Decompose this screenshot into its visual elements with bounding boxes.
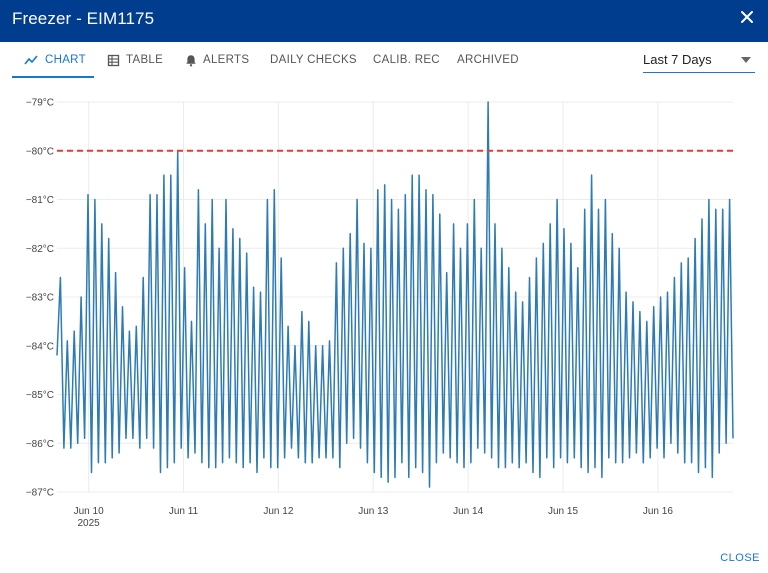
tab-label: DAILY CHECKS [270,54,357,66]
y-tick-label: −86°C [26,439,54,450]
chart-line-icon [24,55,38,65]
tab-table[interactable]: TABLE [107,42,163,78]
y-tick-label: −85°C [26,390,54,401]
x-tick-label: Jun 16 [643,506,673,517]
tab-archived[interactable]: ARCHIVED [457,42,519,78]
date-range-value: Last 7 Days [643,52,712,67]
x-tick-label: Jun 15 [548,506,578,517]
y-tick-label: −82°C [26,244,54,255]
y-tick-label: −84°C [26,341,54,352]
tab-label: ALERTS [203,54,250,66]
date-range-select[interactable]: Last 7 Days [643,50,755,73]
bell-icon [186,54,196,66]
y-tick-label: −80°C [26,146,54,157]
title-bar: Freezer - EIM1175 [0,0,768,42]
tab-label: TABLE [126,54,164,66]
y-tick-label: −81°C [26,195,54,206]
active-tab-indicator [12,76,94,78]
x-tick-label: Jun 10 [74,506,104,517]
tab-chart[interactable]: CHART [24,42,86,78]
table-icon [107,54,120,66]
y-tick-label: −83°C [26,293,54,304]
tab-alerts[interactable]: ALERTS [185,42,249,78]
x-tick-label: Jun 14 [453,506,483,517]
temperature-series-line [56,101,734,488]
close-button[interactable]: CLOSE [720,552,760,564]
tab-label: CALIB. REC [373,54,440,66]
tab-label: CHART [45,54,86,66]
x-year-label: 2025 [78,518,101,529]
temperature-chart: −79°C −80°C −81°C −82°C −83°C −84°C −85°C −86°C… [26,98,734,529]
y-tick-label: −79°C [26,98,54,109]
tab-bar: CHART TABLE ALERTS DAILY CHECKS CALIB. R… [0,42,768,80]
x-tick-label: Jun 12 [263,506,293,517]
y-tick-label: −87°C [26,488,54,499]
window-title: Freezer - EIM1175 [12,9,155,28]
caret-down-icon [741,57,751,63]
tab-calib-rec[interactable]: CALIB. REC [373,42,440,78]
tab-label: ARCHIVED [457,54,519,66]
x-tick-label: Jun 11 [169,506,199,517]
x-tick-label: Jun 13 [358,506,388,517]
close-icon[interactable] [736,6,758,28]
tab-daily-checks[interactable]: DAILY CHECKS [270,42,357,78]
